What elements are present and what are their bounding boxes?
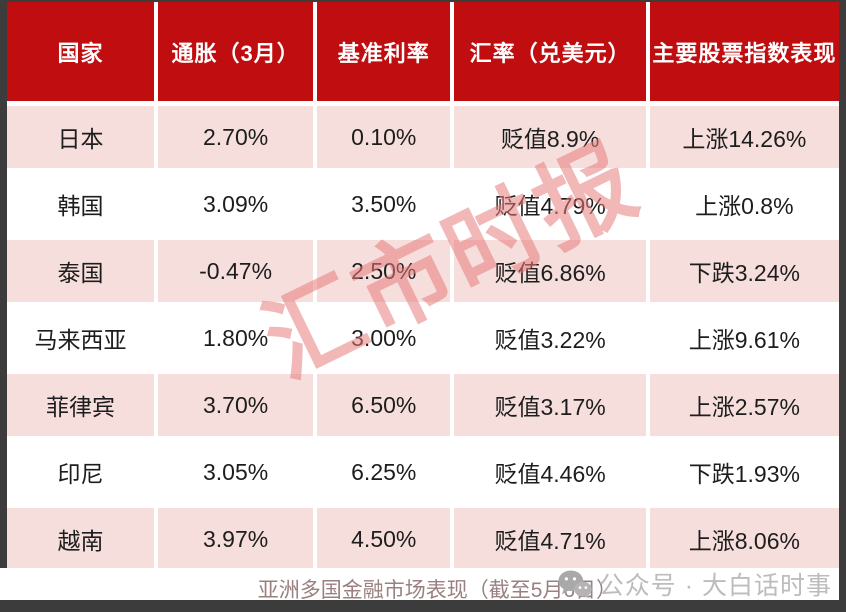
rate-cell: 0.10% (317, 106, 451, 168)
rate-cell: 3.50% (317, 173, 451, 235)
stock-cell: 上涨9.61% (649, 307, 839, 369)
frame-border-left (0, 0, 7, 568)
stock-cell: 下跌1.93% (649, 441, 839, 503)
column-header-country: 国家 (7, 2, 155, 101)
fx-cell: 贬值6.86% (454, 240, 646, 302)
fx-cell: 贬值4.71% (454, 508, 646, 570)
fx-cell: 贬值4.79% (454, 173, 646, 235)
column-header-base-rate: 基准利率 (317, 2, 451, 101)
wechat-icon (558, 569, 592, 599)
wechat-branding: 公众号 · 大白话时事 (558, 569, 832, 600)
fx-cell: 贬值3.22% (454, 307, 646, 369)
inflation-cell: 2.70% (158, 106, 314, 168)
rate-cell: 3.00% (317, 307, 451, 369)
country-cell: 韩国 (7, 173, 155, 235)
frame-border-top (0, 0, 846, 2)
rate-cell: 2.50% (317, 240, 451, 302)
country-cell: 印尼 (7, 441, 155, 503)
fx-cell: 贬值4.46% (454, 441, 646, 503)
column-header-fx-rate: 汇率（兑美元） (454, 2, 646, 101)
inflation-cell: 3.70% (158, 374, 314, 436)
fx-cell: 贬值3.17% (454, 374, 646, 436)
table-caption: 亚洲多国金融市场表现（截至5月6日） (257, 579, 618, 602)
stock-cell: 下跌3.24% (649, 240, 839, 302)
stock-cell: 上涨0.8% (649, 173, 839, 235)
inflation-cell: 3.97% (158, 508, 314, 570)
inflation-cell: 1.80% (158, 307, 314, 369)
country-cell: 泰国 (7, 240, 155, 302)
financial-table: 国家 通胀（3月） 基准利率 汇率（兑美元） 主要股票指数表现 日本 2.70%… (7, 2, 839, 570)
frame-border-bottom (0, 600, 846, 612)
rate-cell: 6.50% (317, 374, 451, 436)
stock-cell: 上涨2.57% (649, 374, 839, 436)
column-header-stock-index: 主要股票指数表现 (649, 2, 839, 101)
footer: 亚洲多国金融市场表现（截至5月6日） 公众号 · 大白话时事 (0, 568, 846, 602)
inflation-cell: 3.09% (158, 173, 314, 235)
country-cell: 越南 (7, 508, 155, 570)
stock-cell: 上涨8.06% (649, 508, 839, 570)
column-header-inflation: 通胀（3月） (158, 2, 314, 101)
inflation-cell: 3.05% (158, 441, 314, 503)
frame-border-right (839, 0, 846, 612)
rate-cell: 4.50% (317, 508, 451, 570)
country-cell: 日本 (7, 106, 155, 168)
brand-label: 公众号 · 大白话时事 (598, 572, 832, 600)
country-cell: 马来西亚 (7, 307, 155, 369)
country-cell: 菲律宾 (7, 374, 155, 436)
inflation-cell: -0.47% (158, 240, 314, 302)
fx-cell: 贬值8.9% (454, 106, 646, 168)
rate-cell: 6.25% (317, 441, 451, 503)
stock-cell: 上涨14.26% (649, 106, 839, 168)
